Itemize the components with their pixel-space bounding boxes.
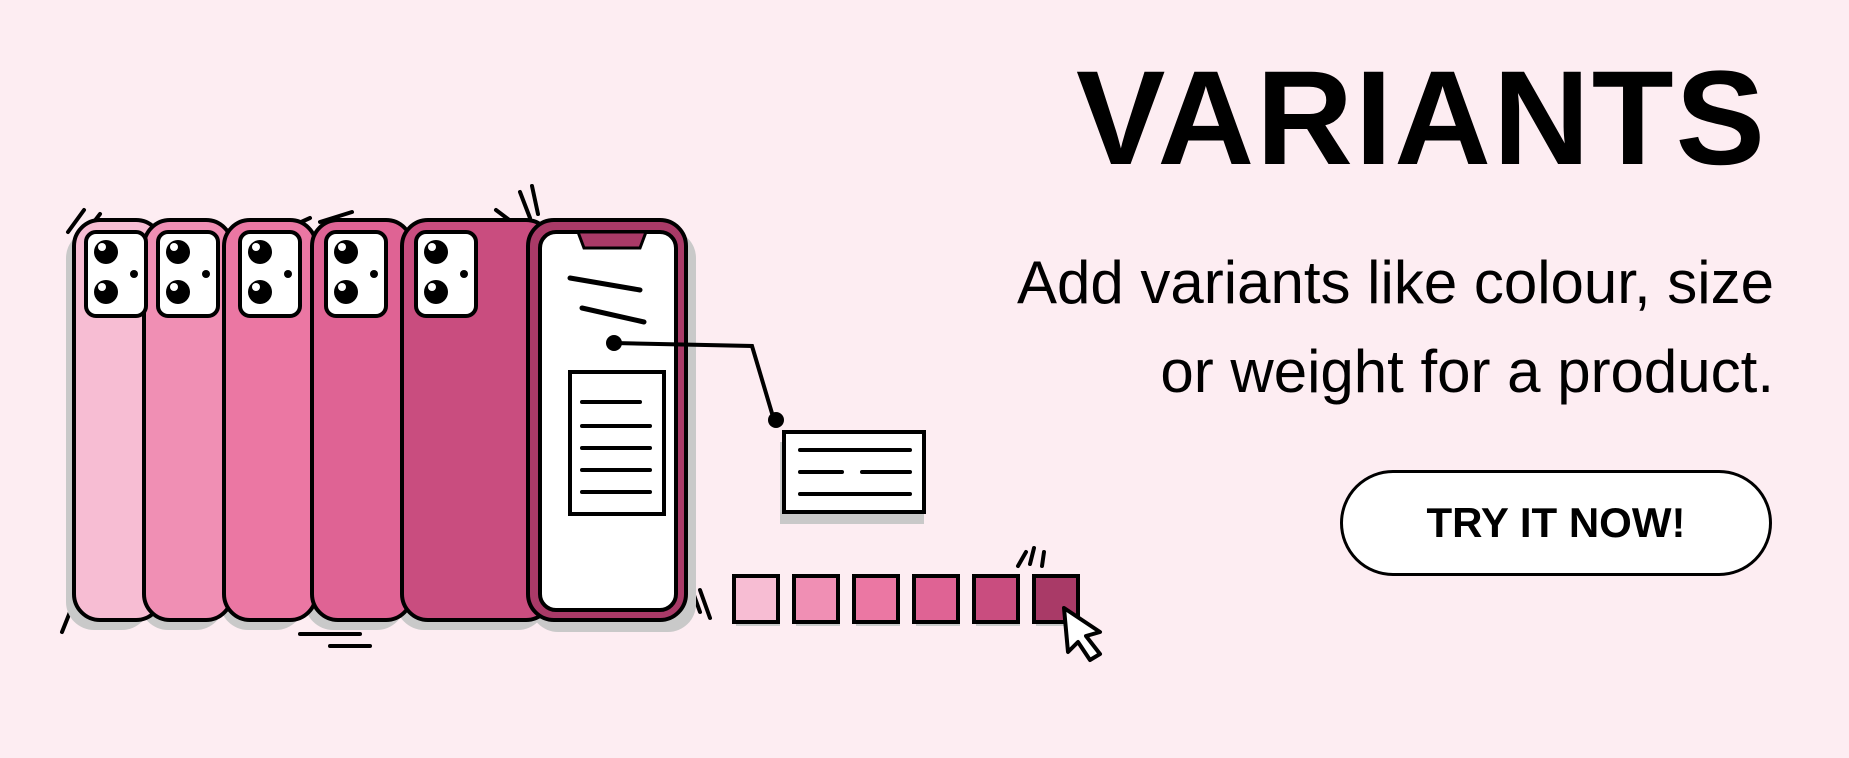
try-it-now-button[interactable]: TRY IT NOW! — [1340, 470, 1772, 576]
swatch-3 — [852, 574, 900, 624]
swatch-1 — [732, 574, 780, 624]
page-title: VARIANTS — [1076, 44, 1767, 193]
cursor-icon — [1062, 606, 1102, 662]
subtitle-line-1: Add variants like colour, size — [1016, 249, 1774, 316]
variant-callout — [606, 335, 926, 524]
swatch-6 — [1032, 574, 1080, 624]
swatch-4 — [912, 574, 960, 624]
subtitle: Add variants like colour, size or weight… — [824, 238, 1774, 416]
swatch-2 — [792, 574, 840, 624]
subtitle-line-2: or weight for a product. — [1160, 338, 1774, 405]
front-phone — [526, 218, 688, 622]
swatch-5 — [972, 574, 1020, 624]
phone-variants-illustration — [60, 184, 1102, 662]
color-swatches — [732, 574, 1080, 626]
